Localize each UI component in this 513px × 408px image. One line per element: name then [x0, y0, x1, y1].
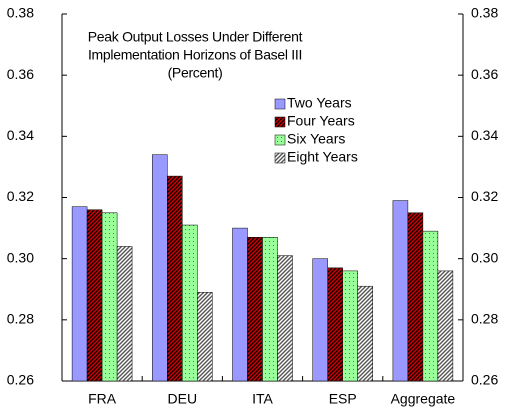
x-tick-label: ESP: [329, 391, 357, 407]
y2-tick-label: 0.38: [471, 5, 498, 21]
bar: [407, 212, 424, 382]
bar: [167, 175, 183, 382]
bar: [182, 224, 198, 382]
legend-swatch: [274, 98, 286, 110]
bar: [86, 209, 103, 382]
bar: [312, 258, 328, 382]
x-tick-label: FRA: [88, 391, 117, 407]
legend-label: Six Years: [287, 131, 345, 147]
bar: [71, 206, 88, 382]
legend-swatch: [274, 134, 286, 146]
bar: [422, 230, 439, 382]
y-tick-label: 0.28: [7, 311, 34, 327]
chart-title: Peak Output Losses Under Different: [88, 29, 303, 45]
y2-tick-label: 0.32: [471, 188, 498, 204]
bar: [357, 285, 373, 382]
y2-tick-label: 0.30: [471, 249, 498, 265]
bar: [152, 154, 168, 382]
x-tick-label: DEU: [168, 391, 198, 407]
chart-title: (Percent): [168, 65, 223, 81]
legend-label: Eight Years: [287, 149, 358, 165]
legend-swatch: [274, 116, 286, 128]
y-tick-label: 0.26: [7, 372, 34, 388]
x-tick-label: ITA: [252, 391, 273, 407]
bar: [392, 200, 409, 382]
bar: [277, 255, 293, 382]
bar: [437, 270, 454, 382]
y2-tick-label: 0.26: [471, 372, 498, 388]
bar: [101, 212, 118, 382]
legend-label: Four Years: [287, 113, 355, 129]
bar: [247, 237, 263, 382]
legend-swatch: [274, 152, 286, 164]
bar: [262, 237, 278, 382]
y-tick-label: 0.32: [7, 188, 34, 204]
bar: [342, 270, 358, 382]
x-tick-label: Aggregate: [391, 391, 456, 407]
bar: [197, 292, 213, 382]
y-tick-label: 0.36: [7, 66, 34, 82]
y-tick-label: 0.30: [7, 249, 34, 265]
bar: [232, 227, 248, 382]
bar: [116, 246, 133, 382]
y2-tick-label: 0.34: [471, 127, 498, 143]
chart-title: Implementation Horizons of Basel III: [88, 47, 302, 63]
y-tick-label: 0.34: [7, 127, 34, 143]
legend-label: Two Years: [287, 95, 352, 111]
y-tick-label: 0.38: [7, 5, 34, 21]
y2-tick-label: 0.28: [471, 311, 498, 327]
y2-tick-label: 0.36: [471, 66, 498, 82]
bar: [327, 267, 343, 382]
